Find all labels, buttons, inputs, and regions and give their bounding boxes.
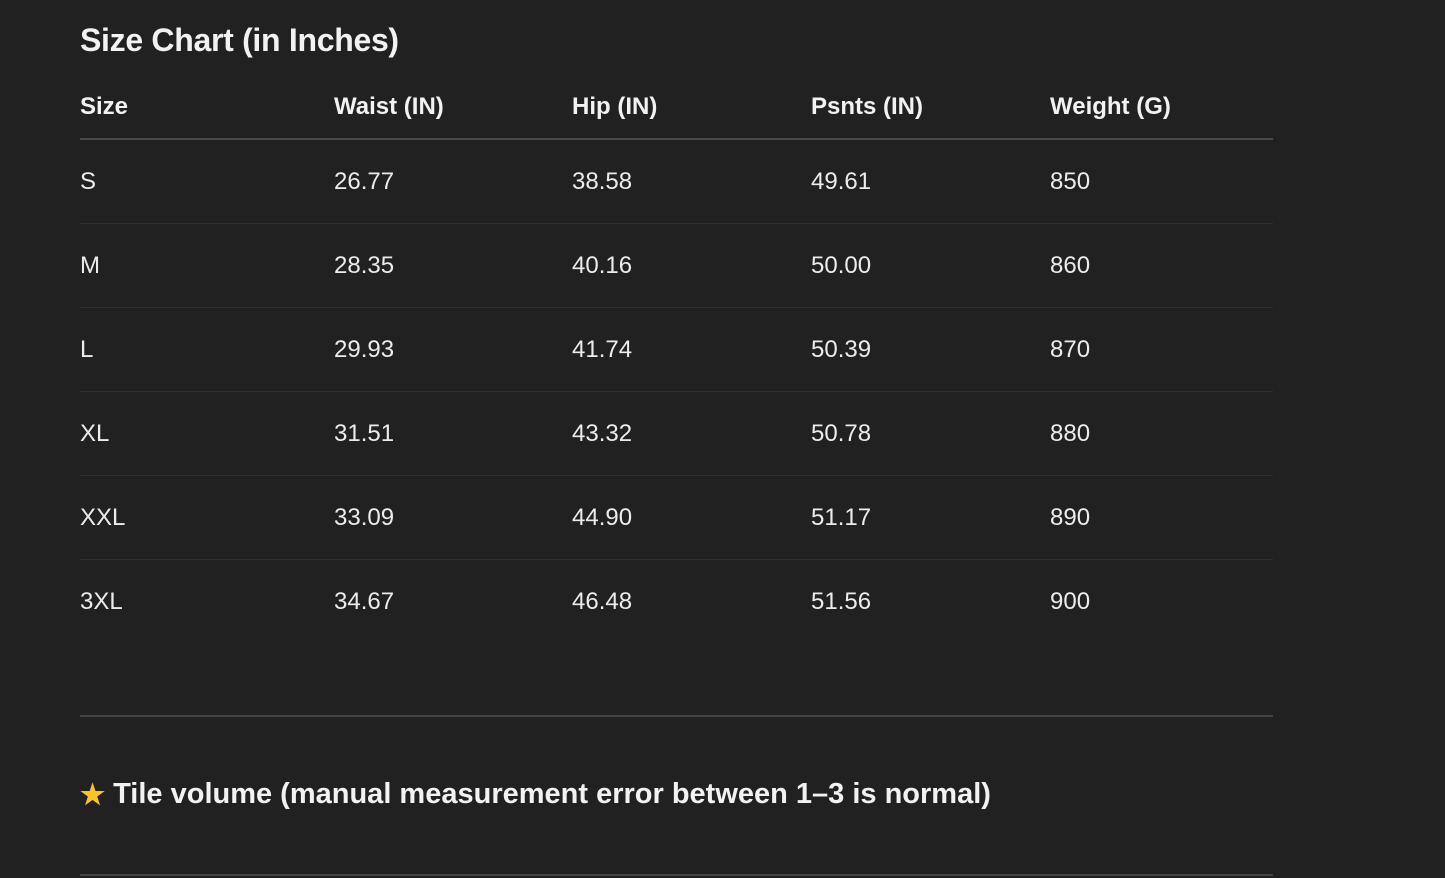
cell-pants: 50.39	[811, 307, 1050, 392]
divider	[80, 715, 1273, 717]
cell-weight: 880	[1050, 391, 1273, 476]
table-row: S 26.77 38.58 49.61 850	[80, 139, 1273, 224]
cell-size: S	[80, 139, 334, 224]
note: ★ Tile volume (manual measurement error …	[80, 778, 991, 811]
cell-hip: 38.58	[572, 139, 811, 224]
cell-waist: 26.77	[334, 139, 572, 224]
header-size: Size	[80, 80, 334, 140]
cell-pants: 51.17	[811, 475, 1050, 560]
cell-size: M	[80, 223, 334, 308]
header-waist: Waist (IN)	[334, 80, 572, 140]
table-row: M 28.35 40.16 50.00 860	[80, 223, 1273, 308]
note-text: Tile volume (manual measurement error be…	[113, 778, 991, 810]
cell-hip: 46.48	[572, 587, 633, 615]
cell-size: XXL	[80, 475, 334, 560]
cell-waist: 28.35	[334, 223, 572, 308]
size-chart-table: Size Waist (IN) Hip (IN) Psnts (IN) Weig…	[80, 80, 1273, 643]
cell-size: 3XL	[80, 587, 123, 615]
cell-pants: 50.00	[811, 223, 1050, 308]
header-hip: Hip (IN)	[572, 80, 811, 140]
header-weight: Weight (G)	[1050, 80, 1273, 140]
cell-waist: 29.93	[334, 307, 572, 392]
table-header-row: Size Waist (IN) Hip (IN) Psnts (IN) Weig…	[80, 80, 1273, 140]
cell-pants: 50.78	[811, 391, 1050, 476]
cell-hip: 43.32	[572, 391, 811, 476]
header-pants: Psnts (IN)	[811, 80, 1050, 140]
cell-weight: 860	[1050, 223, 1273, 308]
cell-hip: 41.74	[572, 307, 811, 392]
table-row: XL 31.51 43.32 50.78 880	[80, 391, 1273, 476]
table-row: L 29.93 41.74 50.39 870	[80, 307, 1273, 392]
cell-waist: 31.51	[334, 391, 572, 476]
star-icon: ★	[80, 779, 106, 810]
table-row: XXL 33.09 44.90 51.17 890	[80, 475, 1273, 560]
cell-weight: 870	[1050, 307, 1273, 392]
cell-size: XL	[80, 391, 334, 476]
cell-weight: 850	[1050, 139, 1273, 224]
cell-waist: 33.09	[334, 475, 572, 560]
cell-hip: 44.90	[572, 475, 811, 560]
divider	[80, 874, 1273, 876]
table-row: 3XL 34.67 46.48 51.56 900	[80, 560, 1273, 644]
page-title: Size Chart (in Inches)	[80, 22, 399, 58]
cell-weight: 890	[1050, 475, 1273, 560]
cell-size: L	[80, 307, 334, 392]
cell-weight: 900	[1050, 587, 1091, 615]
cell-pants: 51.56	[811, 587, 872, 615]
cell-hip: 40.16	[572, 223, 811, 308]
cell-pants: 49.61	[811, 139, 1050, 224]
cell-waist: 34.67	[334, 587, 395, 615]
